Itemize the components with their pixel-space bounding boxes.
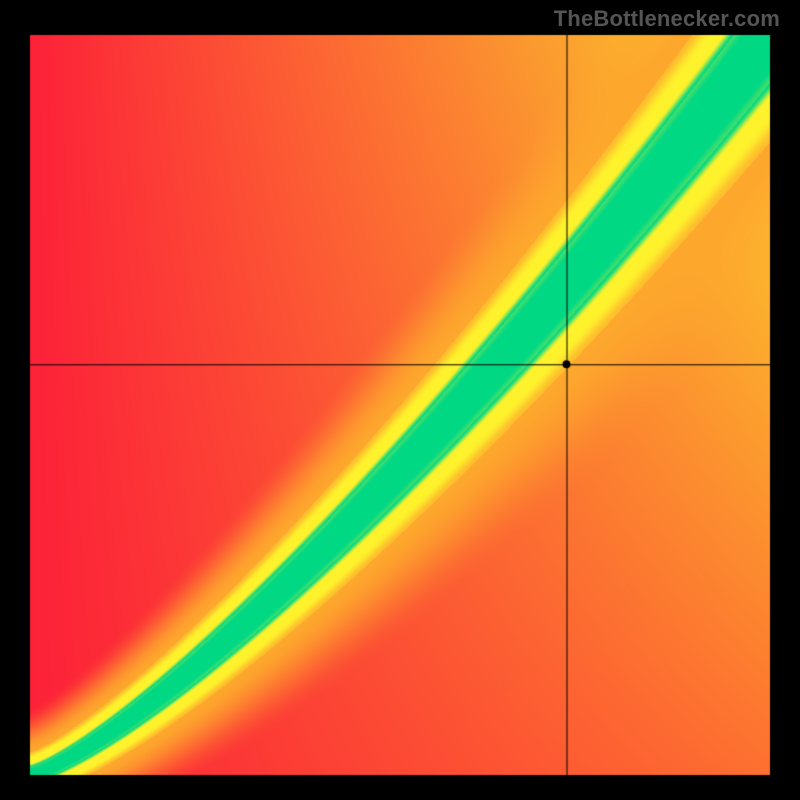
- chart-container: TheBottlenecker.com: [0, 0, 800, 800]
- heatmap-canvas: [0, 0, 800, 800]
- watermark-label: TheBottlenecker.com: [554, 6, 780, 32]
